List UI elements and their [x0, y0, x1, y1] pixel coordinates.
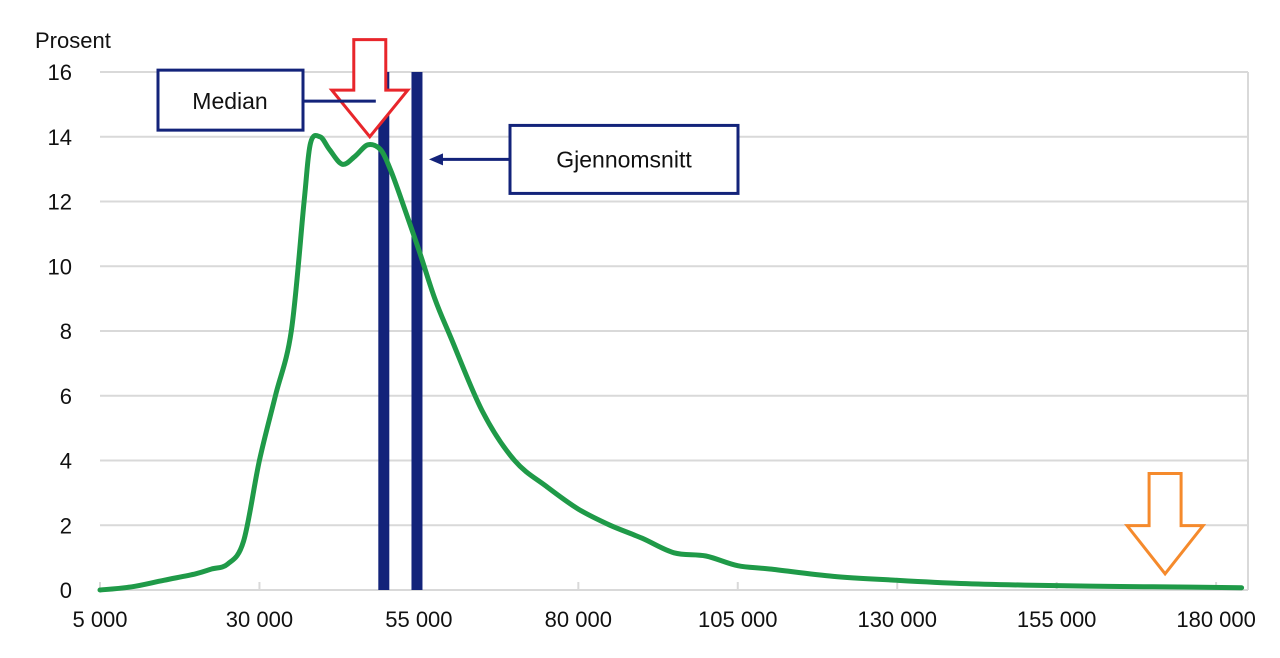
- annotations: Median Gjennomsnitt: [156, 68, 740, 195]
- x-tick-label: 105 000: [698, 607, 778, 632]
- y-tick-label: 8: [60, 319, 72, 344]
- median-label-box: [156, 68, 305, 132]
- y-tick-label: 2: [60, 513, 72, 538]
- mean-label: Gjennomsnitt: [556, 146, 692, 172]
- y-tick-label: 10: [48, 254, 72, 279]
- x-tick-label: 155 000: [1017, 607, 1097, 632]
- mean-label-box: [508, 123, 740, 195]
- y-axis-tick-labels: 0 2 4 6 8 10 12 14 16: [48, 60, 72, 603]
- y-tick-label: 4: [60, 449, 72, 474]
- x-tick-label: 55 000: [385, 607, 452, 632]
- y-tick-label: 16: [48, 60, 72, 85]
- y-tick-label: 0: [60, 578, 72, 603]
- median-label: Median: [192, 88, 267, 114]
- x-tick-label: 130 000: [857, 607, 937, 632]
- y-tick-label: 14: [48, 125, 72, 150]
- red-down-arrow-icon: [328, 38, 411, 140]
- mean-arrowhead-icon: [428, 153, 443, 166]
- orange-down-arrow-icon: [1123, 471, 1207, 577]
- y-tick-label: 12: [48, 190, 72, 215]
- highlight-arrows: [328, 38, 1207, 577]
- x-tick-label: 80 000: [545, 607, 612, 632]
- y-axis-label: Prosent: [35, 28, 111, 53]
- x-tick-label: 5 000: [72, 607, 127, 632]
- x-axis-tick-labels: 5 000 30 000 55 000 80 000 105 000 130 000 155…: [72, 607, 1255, 632]
- x-tick-label: 180 000: [1176, 607, 1256, 632]
- x-tick-label: 30 000: [226, 607, 293, 632]
- y-tick-label: 6: [60, 384, 72, 409]
- series-line: [97, 132, 1245, 593]
